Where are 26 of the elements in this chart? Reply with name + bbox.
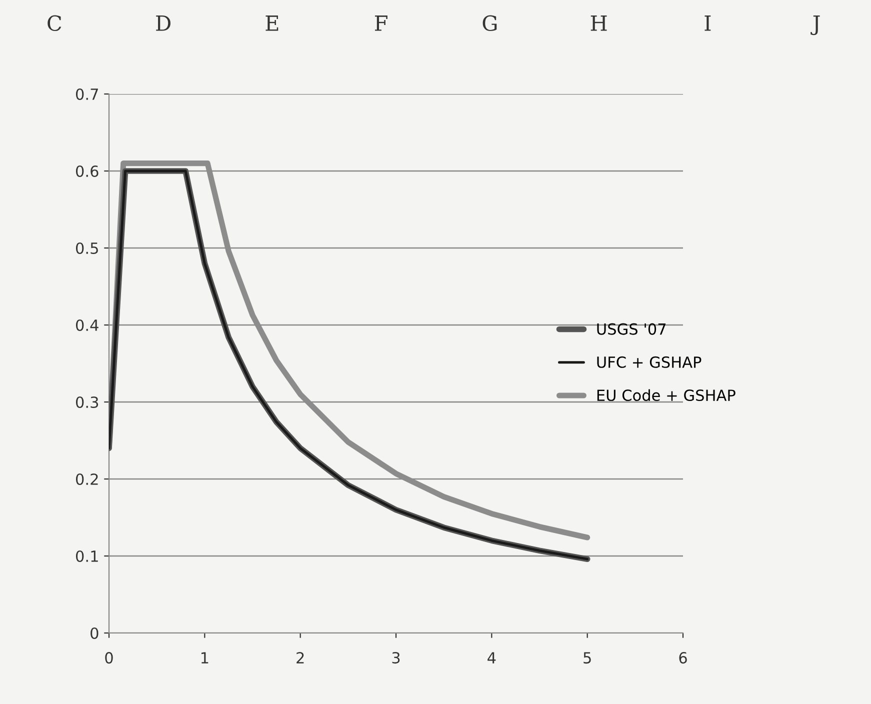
- x-tick-label: 3: [392, 652, 400, 664]
- text: H: [590, 16, 607, 31]
- text: I: [704, 16, 711, 31]
- legend-label: UFC + GSHAP: [597, 356, 702, 368]
- x-tick-label: 0: [105, 652, 113, 664]
- x-tick-label: 5: [584, 652, 591, 664]
- text: J: [810, 16, 820, 36]
- x-tick-label: 2: [296, 652, 304, 664]
- legend-label: USGS '07: [597, 323, 666, 335]
- text: D: [156, 16, 170, 31]
- x-tick-label: 1: [201, 652, 208, 664]
- y-tick-label: 0.3: [76, 396, 98, 408]
- text: E: [266, 16, 278, 31]
- legend-label: EU Code + GSHAP: [597, 389, 736, 402]
- y-tick-label: 0.6: [76, 165, 98, 178]
- text: G: [482, 15, 497, 32]
- y-tick-label: 0.7: [76, 88, 98, 100]
- text: C: [48, 15, 62, 32]
- y-tick-label: 0.4: [76, 319, 98, 332]
- y-tick-label: 0.2: [76, 473, 98, 486]
- x-tick-label: 4: [488, 652, 496, 664]
- x-tick-label: 6: [679, 652, 687, 664]
- text: F: [374, 16, 388, 31]
- y-tick-label: 0: [90, 627, 98, 640]
- y-tick-label: 0.1: [76, 550, 98, 562]
- y-tick-label: 0.5: [76, 242, 98, 254]
